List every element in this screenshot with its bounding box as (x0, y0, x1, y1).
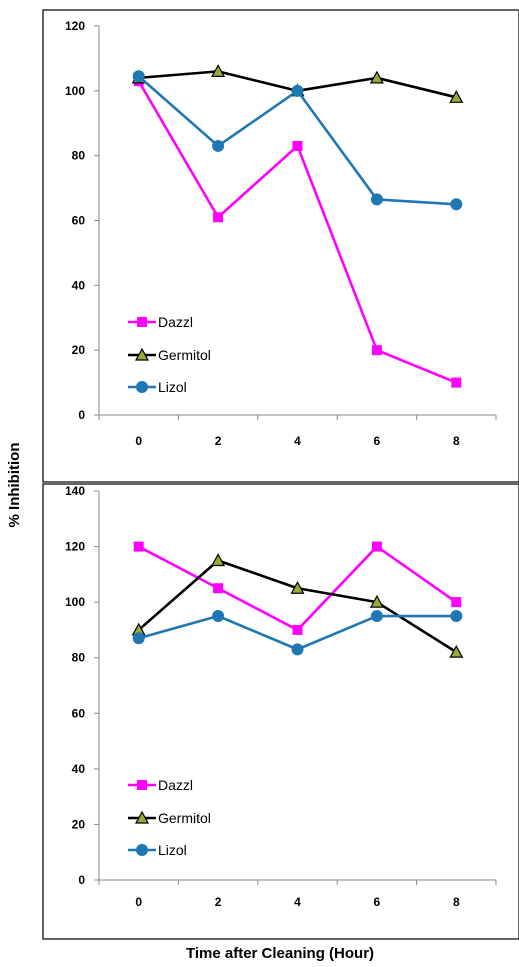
y-tick-label: 60 (72, 706, 86, 720)
dazzl-marker (451, 377, 462, 388)
chart-panel-top: 0 20 40 60 80 100 120 0 2 4 6 8 Dazzl Germitol Lizol (42, 9, 519, 483)
lizol-marker (370, 610, 383, 623)
x-axis-title: Time after Cleaning (Hour) (186, 945, 374, 962)
germitol-marker (211, 64, 226, 77)
germitol-marker (290, 580, 305, 594)
x-tick-label: 0 (135, 895, 142, 909)
x-tick-label: 4 (294, 895, 301, 909)
chart-frame (42, 9, 519, 483)
legend-label: Dazzl (158, 314, 193, 330)
y-tick-label: 140 (65, 484, 85, 498)
chart-frame (42, 483, 519, 940)
lizol-marker (450, 198, 463, 211)
dazzl-marker (292, 140, 303, 151)
dazzl-marker (292, 624, 303, 635)
legend-item-germitol: Germitol (128, 347, 211, 363)
dazzl-marker (371, 345, 382, 356)
y-tick-label: 100 (65, 84, 85, 98)
legend-item-dazzl: Dazzl (128, 314, 193, 330)
x-tick-label: 0 (135, 434, 142, 448)
dazzl-marker (137, 780, 147, 790)
dazzl-series (133, 541, 462, 635)
y-tick-label: 120 (65, 19, 85, 33)
x-tick-label: 4 (294, 434, 301, 448)
lizol-marker (450, 610, 463, 623)
y-tick-label: 100 (65, 595, 85, 609)
germitol-marker (134, 347, 150, 361)
legend-item-lizol: Lizol (128, 379, 187, 395)
lizol-marker (212, 610, 225, 623)
germitol-marker (449, 644, 464, 658)
germitol-marker (369, 70, 384, 84)
germitol-marker (369, 594, 384, 608)
y-tick-label: 80 (72, 651, 86, 665)
lizol-series (132, 70, 463, 211)
dazzl-marker (213, 583, 224, 594)
lizol-marker (132, 632, 145, 645)
germitol-marker (449, 90, 464, 103)
lizol-marker (291, 643, 304, 656)
lizol-marker (136, 381, 148, 393)
y-tick-label: 40 (72, 278, 86, 292)
legend-label: Lizol (158, 379, 187, 395)
x-tick-label: 8 (453, 434, 460, 448)
lizol-marker (291, 84, 304, 97)
x-tick-label: 2 (215, 895, 222, 909)
x-tick-label: 2 (215, 434, 222, 448)
dazzl-line (137, 80, 457, 384)
dazzl-marker (137, 317, 147, 327)
dazzl-marker (133, 541, 144, 552)
lizol-marker (136, 844, 148, 856)
legend-label: Dazzl (158, 777, 193, 793)
lizol-series (132, 610, 463, 656)
y-tick-label: 120 (65, 540, 85, 554)
legend-item-dazzl: Dazzl (128, 777, 193, 793)
legend: Dazzl Germitol Lizol (128, 314, 211, 395)
legend-item-germitol: Germitol (128, 810, 211, 826)
legend-label: Germitol (158, 347, 211, 363)
legend-label: Germitol (158, 810, 211, 826)
germitol-line (137, 559, 457, 654)
legend-item-lizol: Lizol (128, 842, 187, 858)
y-tick-label: 80 (72, 149, 86, 163)
dazzl-marker (451, 597, 462, 608)
chart-panel-bottom: 0 20 40 60 80 100 120 140 0 2 4 6 8 Dazzl Germitol Lizo… (42, 483, 519, 940)
dazzl-series (133, 76, 462, 388)
y-tick-label: 0 (78, 873, 85, 887)
lizol-marker (132, 70, 145, 83)
legend-label: Lizol (158, 842, 187, 858)
y-tick-label: 40 (72, 762, 86, 776)
y-tick-label: 0 (78, 408, 85, 422)
lizol-marker (212, 139, 225, 152)
x-tick-label: 6 (374, 895, 381, 909)
dazzl-marker (213, 212, 224, 223)
germitol-marker (211, 553, 226, 567)
legend: Dazzl Germitol Lizol (128, 777, 211, 858)
y-axis-title: % Inhibition (6, 443, 23, 528)
germitol-marker (134, 810, 150, 824)
y-tick-label: 20 (72, 817, 86, 831)
dazzl-marker (371, 541, 382, 552)
x-tick-label: 6 (374, 434, 381, 448)
lizol-marker (370, 193, 383, 206)
germitol-series (131, 553, 464, 658)
y-tick-label: 60 (72, 214, 86, 228)
x-tick-label: 8 (453, 895, 460, 909)
y-tick-label: 20 (72, 343, 86, 357)
